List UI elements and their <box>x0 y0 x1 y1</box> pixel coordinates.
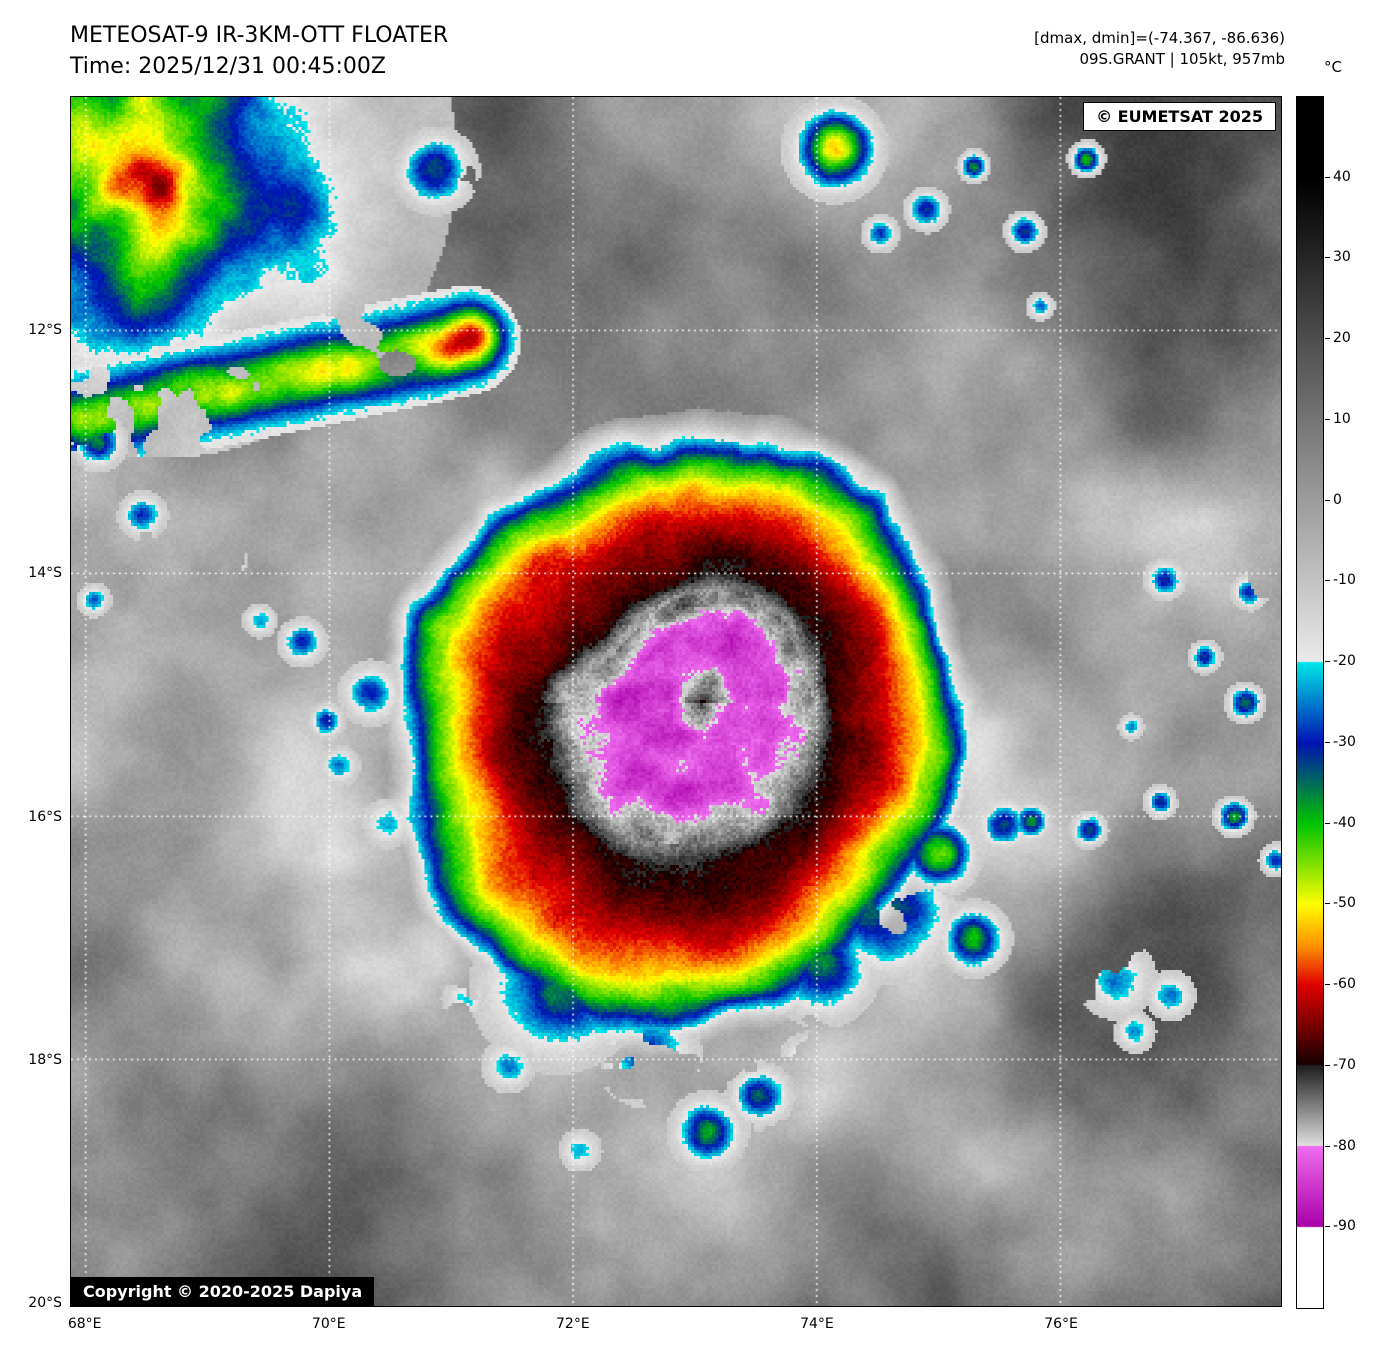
lon-tick-label: 68°E <box>67 1316 102 1332</box>
lon-tick-label: 76°E <box>1044 1316 1078 1332</box>
copyright-badge: Copyright © 2020-2025 Dapiya <box>71 1277 375 1306</box>
lat-tick-label: 18°S <box>28 1051 62 1068</box>
colorbar-tick-label: -10 <box>1333 572 1356 589</box>
satellite-image <box>71 97 1281 1306</box>
lat-tick-label: 12°S <box>28 321 62 338</box>
colorbar <box>1296 96 1324 1309</box>
colorbar-tick-label: -40 <box>1333 814 1356 831</box>
page-title: METEOSAT-9 IR-3KM-OTT FLOATER <box>70 23 449 48</box>
colorbar-tick-label: -20 <box>1333 653 1356 670</box>
satellite-plot-area: © EUMETSAT 2025 Copyright © 2020-2025 Da… <box>70 96 1282 1307</box>
colorbar-tick-label: -50 <box>1333 895 1356 912</box>
colorbar-tick-label: 0 <box>1333 491 1342 508</box>
colorbar-tick-label: -90 <box>1333 1218 1356 1235</box>
colorbar-tick-mark <box>1325 176 1330 178</box>
info-block: [dmax, dmin]=(-74.367, -86.636) 09S.GRAN… <box>1034 28 1285 70</box>
colorbar-tick-mark <box>1325 741 1330 743</box>
timestamp-label: Time: 2025/12/31 00:45:00Z <box>70 54 386 79</box>
dmax-dmin-readout: [dmax, dmin]=(-74.367, -86.636) <box>1034 29 1285 47</box>
colorbar-tick-label: 40 <box>1333 168 1351 185</box>
colorbar-tick-mark <box>1325 1064 1330 1066</box>
colorbar-tick-mark <box>1325 580 1330 582</box>
lat-tick-label: 16°S <box>28 808 62 825</box>
colorbar-tick-label: -70 <box>1333 1056 1356 1073</box>
colorbar-tick-label: -80 <box>1333 1137 1356 1154</box>
colorbar-tick-mark <box>1325 499 1330 501</box>
colorbar-tick-mark <box>1325 418 1330 420</box>
storm-info-readout: 09S.GRANT | 105kt, 957mb <box>1079 50 1285 68</box>
lat-tick-label: 20°S <box>28 1295 62 1312</box>
colorbar-tick-mark <box>1325 903 1330 905</box>
colorbar-tick-mark <box>1325 257 1330 259</box>
colorbar-tick-label: -30 <box>1333 733 1356 750</box>
lon-tick-label: 70°E <box>311 1316 346 1332</box>
colorbar-tick-mark <box>1325 1145 1330 1147</box>
provider-badge: © EUMETSAT 2025 <box>1083 102 1276 131</box>
colorbar-tick-mark <box>1325 984 1330 986</box>
colorbar-tick-mark <box>1325 661 1330 663</box>
colorbar-tick-mark <box>1325 338 1330 340</box>
lon-tick-label: 72°E <box>556 1316 590 1332</box>
colorbar-tick-label: 20 <box>1333 330 1351 347</box>
title-block: METEOSAT-9 IR-3KM-OTT FLOATER Time: 2025… <box>70 20 448 82</box>
colorbar-tick-mark <box>1325 822 1330 824</box>
colorbar-tick-label: 30 <box>1333 249 1351 266</box>
lon-tick-label: 74°E <box>800 1316 834 1332</box>
lat-tick-label: 14°S <box>28 565 62 582</box>
colorbar-tick-label: -60 <box>1333 976 1356 993</box>
colorbar-tick-mark <box>1325 1226 1330 1228</box>
colorbar-tick-label: 10 <box>1333 410 1351 427</box>
colorbar-unit-label: °C <box>1324 58 1342 76</box>
